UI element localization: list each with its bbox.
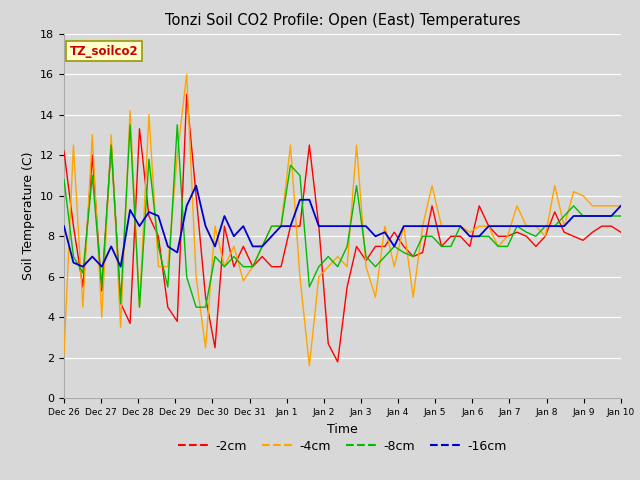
X-axis label: Time: Time <box>327 423 358 436</box>
Title: Tonzi Soil CO2 Profile: Open (East) Temperatures: Tonzi Soil CO2 Profile: Open (East) Temp… <box>164 13 520 28</box>
Text: TZ_soilco2: TZ_soilco2 <box>70 45 138 58</box>
Legend: -2cm, -4cm, -8cm, -16cm: -2cm, -4cm, -8cm, -16cm <box>173 435 512 458</box>
Y-axis label: Soil Temperature (C): Soil Temperature (C) <box>22 152 35 280</box>
